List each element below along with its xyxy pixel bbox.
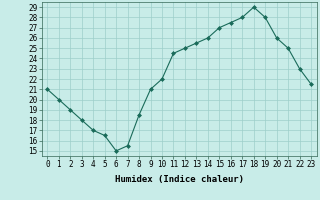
X-axis label: Humidex (Indice chaleur): Humidex (Indice chaleur) bbox=[115, 175, 244, 184]
